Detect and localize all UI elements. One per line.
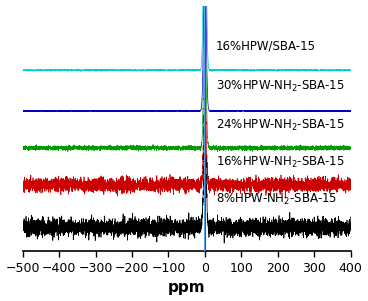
X-axis label: ppm: ppm [168, 281, 205, 296]
Text: 16%HPW-NH$_2$-SBA-15: 16%HPW-NH$_2$-SBA-15 [216, 155, 344, 170]
Text: 16%HPW/SBA-15: 16%HPW/SBA-15 [216, 40, 316, 53]
Text: 24%HPW-NH$_2$-SBA-15: 24%HPW-NH$_2$-SBA-15 [216, 118, 344, 133]
Text: 30%HPW-NH$_2$-SBA-15: 30%HPW-NH$_2$-SBA-15 [216, 79, 344, 95]
Text: 8%HPW-NH$_2$-SBA-15: 8%HPW-NH$_2$-SBA-15 [216, 192, 337, 207]
